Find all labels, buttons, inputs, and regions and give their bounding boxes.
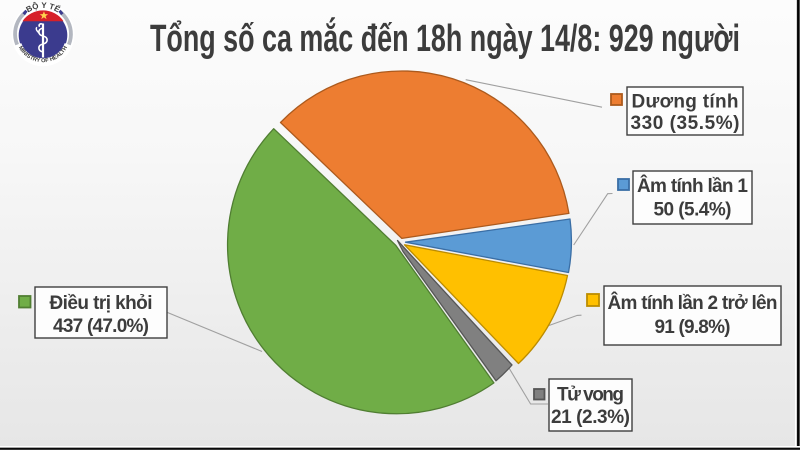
svg-text:91 (9.8%): 91 (9.8%) (655, 317, 731, 338)
svg-text:50 (5.4%): 50 (5.4%) (654, 200, 732, 221)
svg-text:BỘ Y TẾ: BỘ Y TẾ (25, 1, 63, 15)
svg-text:21 (2.3%): 21 (2.3%) (551, 407, 630, 428)
svg-text:Dương tính: Dương tính (632, 92, 739, 113)
svg-text:Tổng số ca mắc đến 18h ngày 14: Tổng số ca mắc đến 18h ngày 14/8: 929 ng… (150, 16, 740, 60)
svg-text:Âm tính lần 1: Âm tính lần 1 (637, 175, 748, 197)
svg-text:437 (47.0%): 437 (47.0%) (53, 316, 149, 337)
svg-text:Tử vong: Tử vong (557, 385, 624, 406)
svg-text:Điều trị khỏi: Điều trị khỏi (50, 293, 153, 314)
svg-text:Âm tính lần 2 trở lên: Âm tính lần 2 trở lên (608, 292, 778, 314)
svg-text:330 (35.5%): 330 (35.5%) (631, 113, 740, 134)
